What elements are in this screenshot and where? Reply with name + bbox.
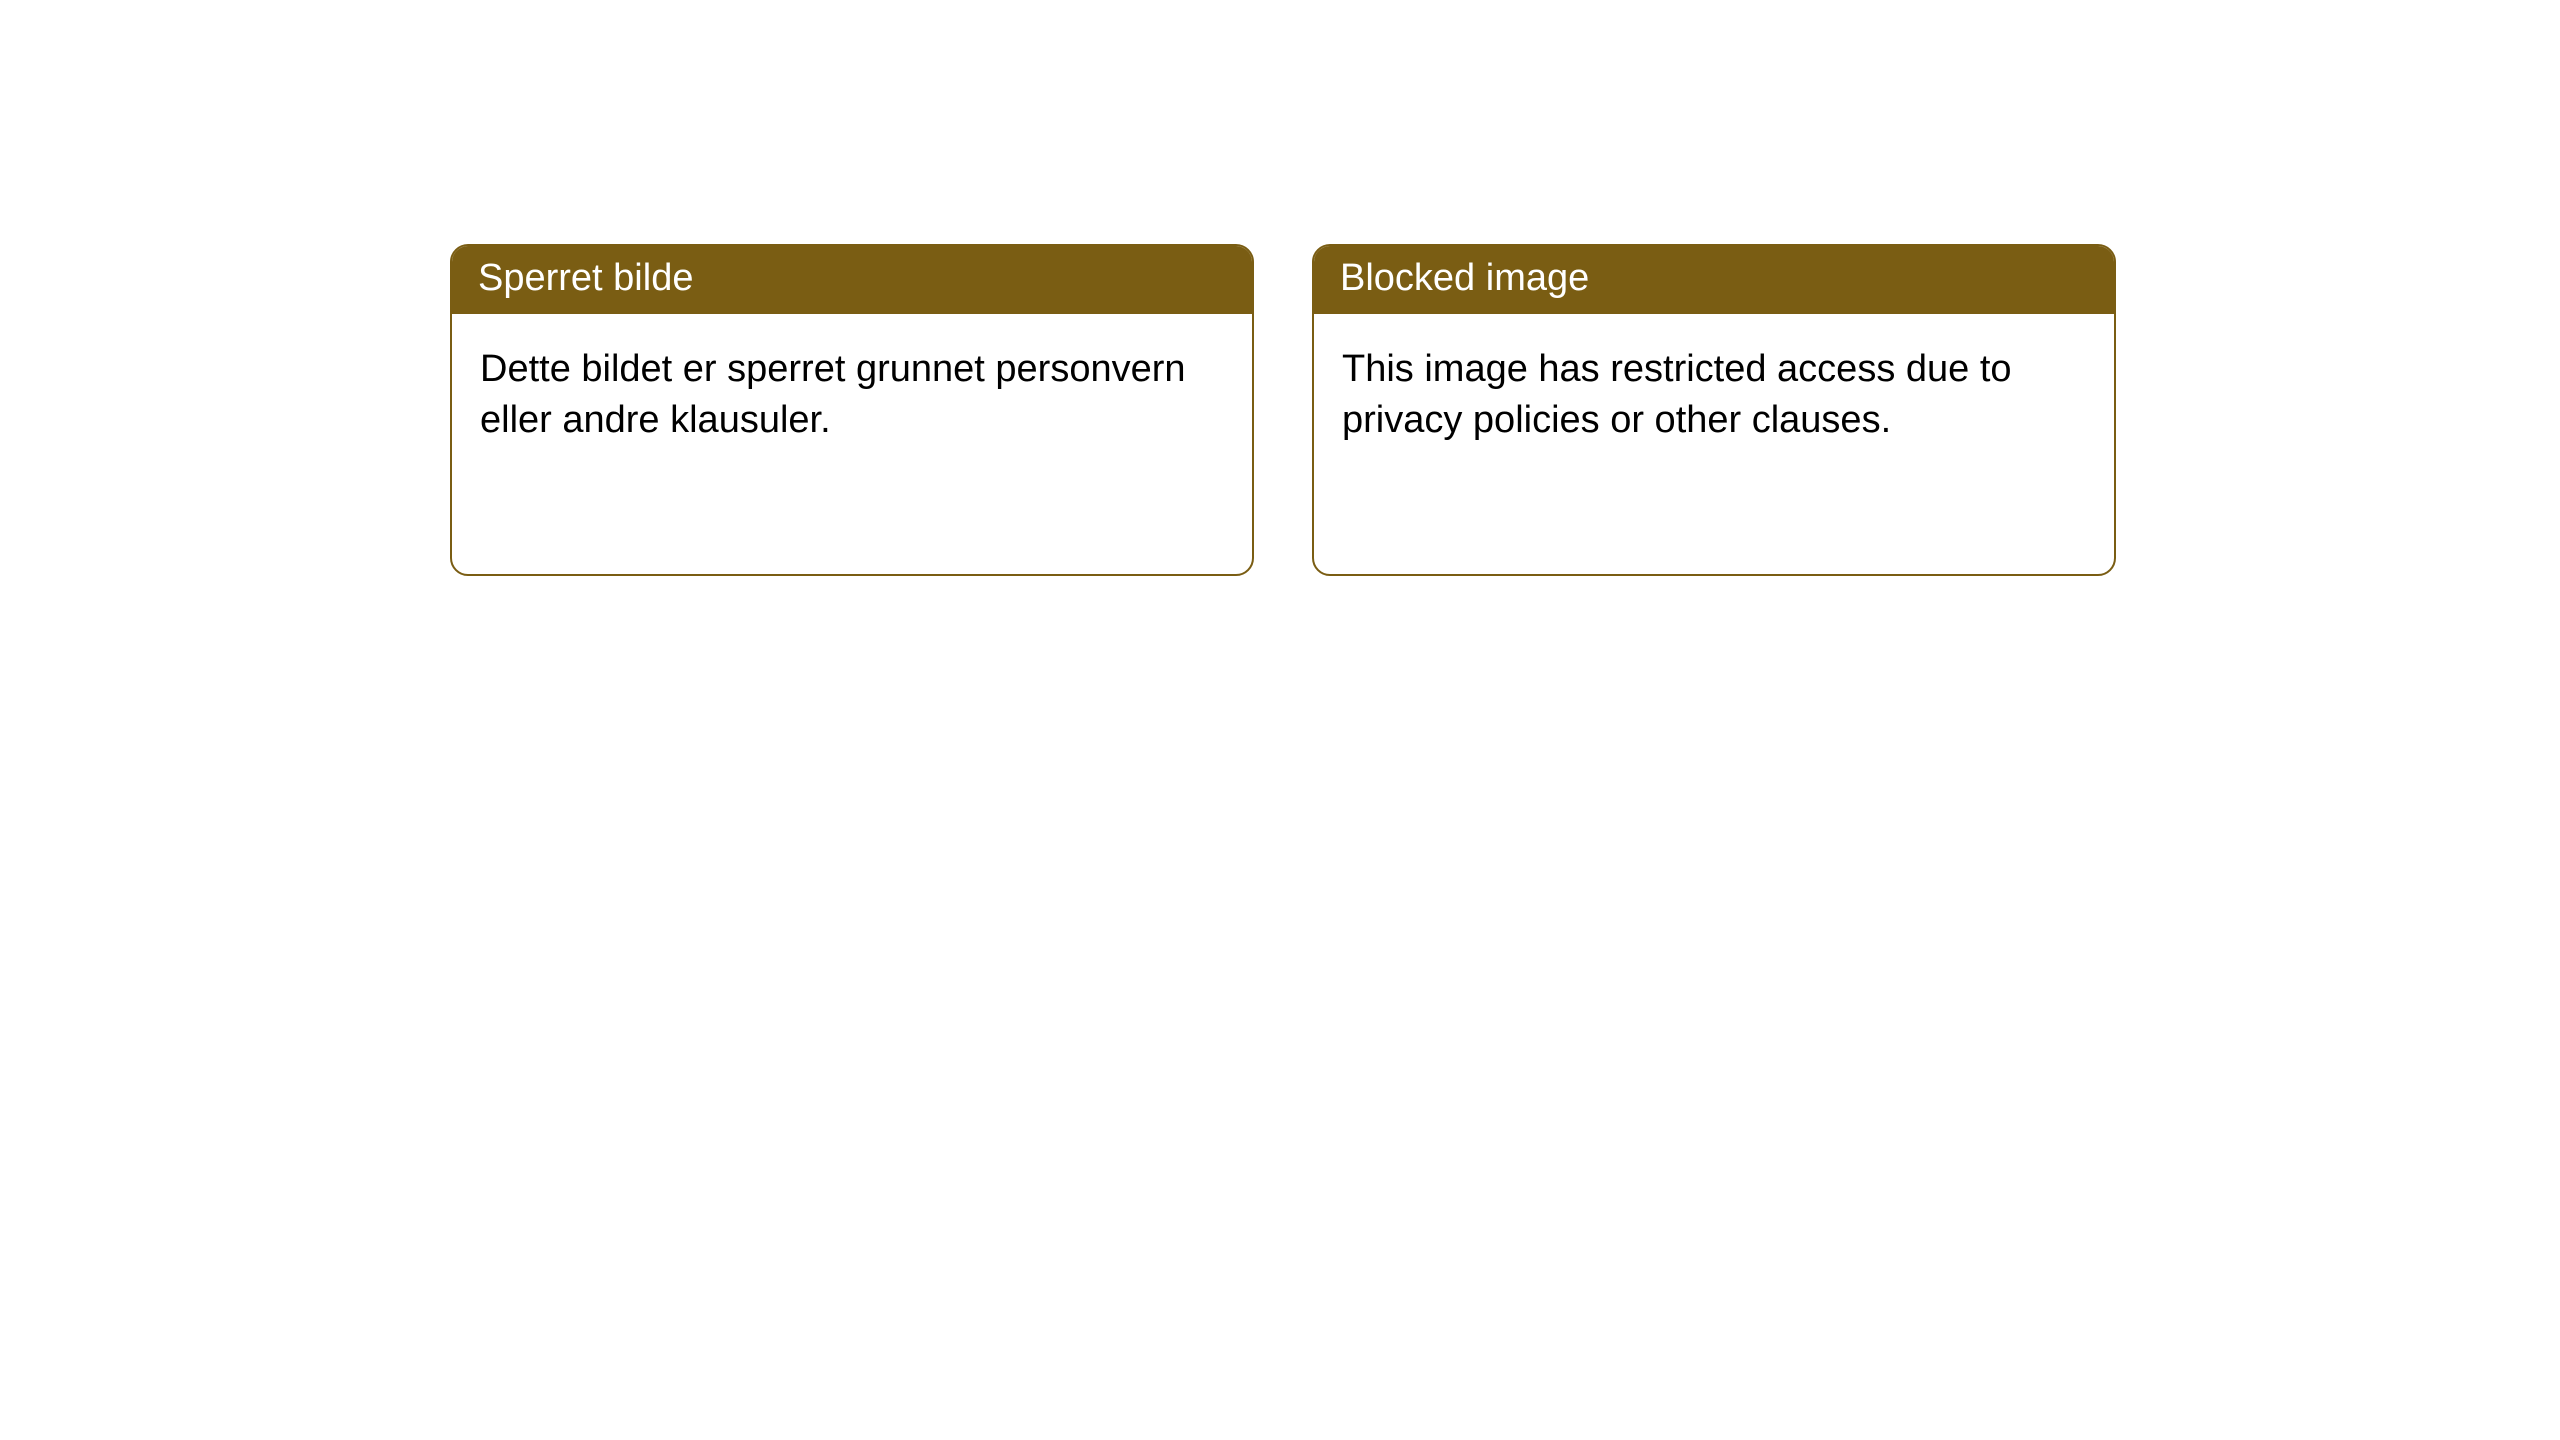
notice-card-norwegian: Sperret bilde Dette bildet er sperret gr… bbox=[450, 244, 1254, 576]
notice-container: Sperret bilde Dette bildet er sperret gr… bbox=[0, 0, 2560, 576]
card-header: Blocked image bbox=[1314, 246, 2114, 314]
notice-card-english: Blocked image This image has restricted … bbox=[1312, 244, 2116, 576]
card-header: Sperret bilde bbox=[452, 246, 1252, 314]
card-body: Dette bildet er sperret grunnet personve… bbox=[452, 314, 1252, 574]
card-body: This image has restricted access due to … bbox=[1314, 314, 2114, 574]
